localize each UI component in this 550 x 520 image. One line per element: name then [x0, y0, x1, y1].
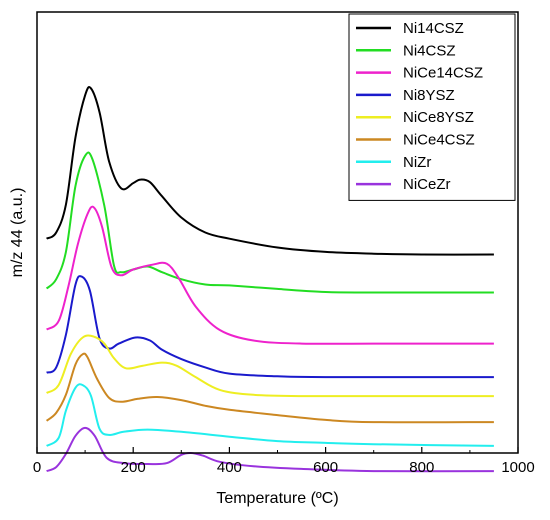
legend-label-nice4csz: NiCe4CSZ	[403, 132, 475, 149]
x-tick-label: 200	[121, 459, 146, 476]
legend-label-nice8ysz: NiCe8YSZ	[403, 109, 474, 126]
legend-label-nizr: NiZr	[403, 154, 431, 171]
x-tick-label: 400	[217, 459, 242, 476]
axis-layer: 0 200 400 600 800 1000	[33, 447, 535, 476]
legend-box	[348, 13, 516, 201]
legend-label-ni14csz: Ni14CSZ	[403, 20, 464, 37]
x-tick-label: 1000	[501, 459, 534, 476]
series-line-nicezr	[46, 426, 494, 473]
series-line-nizr	[46, 383, 494, 447]
series-line-nice8ysz	[46, 334, 494, 398]
y-axis-title: m/z 44 (a.u.)	[9, 188, 26, 278]
legend-label-ni8ysz: Ni8YSZ	[403, 87, 455, 104]
x-tick-label: 800	[409, 459, 434, 476]
series-line-ni8ysz	[46, 275, 494, 379]
x-tick-label: 0	[33, 459, 41, 476]
legend-label-nice14csz: NiCe14CSZ	[403, 65, 483, 82]
series-line-nice4csz	[45, 352, 494, 424]
x-tick-label: 600	[313, 459, 338, 476]
x-axis-title: Temperature (ºC)	[216, 490, 338, 507]
legend-label-nicezr: NiCeZr	[403, 176, 451, 193]
series-line-nice14csz	[46, 205, 494, 345]
legend: Ni14CSZ Ni4CSZ NiCe14CSZ Ni8YSZ NiCe8YSZ NiCe…	[348, 13, 516, 201]
legend-label-ni4csz: Ni4CSZ	[403, 42, 456, 59]
series-line-ni14csz	[46, 86, 494, 256]
plot-layer	[45, 86, 494, 473]
